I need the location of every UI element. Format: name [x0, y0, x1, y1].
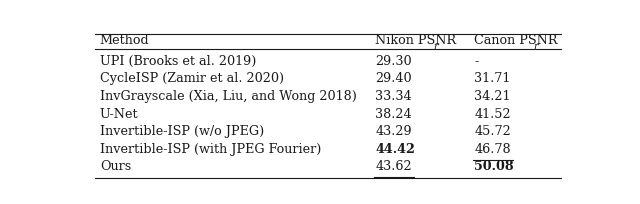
Text: Invertible-ISP (w/o JPEG): Invertible-ISP (w/o JPEG): [100, 125, 264, 138]
Text: -: -: [474, 55, 479, 68]
Text: r: r: [533, 42, 538, 51]
Text: 29.30: 29.30: [375, 55, 412, 68]
Text: Invertible-ISP (with JPEG Fourier): Invertible-ISP (with JPEG Fourier): [100, 143, 321, 156]
Text: U-Net: U-Net: [100, 108, 138, 121]
Text: 34.21: 34.21: [474, 90, 511, 103]
Text: 44.42: 44.42: [375, 143, 415, 156]
Text: CycleISP (Zamir et al. 2020): CycleISP (Zamir et al. 2020): [100, 72, 284, 85]
Text: 38.24: 38.24: [375, 108, 412, 121]
Text: Canon PSNR: Canon PSNR: [474, 34, 558, 48]
Text: 33.34: 33.34: [375, 90, 412, 103]
Text: Nikon PSNR: Nikon PSNR: [375, 34, 456, 48]
Text: 46.78: 46.78: [474, 143, 511, 156]
Text: 50.08: 50.08: [474, 161, 514, 173]
Text: 43.29: 43.29: [375, 125, 412, 138]
Text: 45.72: 45.72: [474, 125, 511, 138]
Text: 43.62: 43.62: [375, 161, 412, 173]
Text: 29.40: 29.40: [375, 72, 412, 85]
Text: r: r: [434, 42, 438, 51]
Text: InvGrayscale (Xia, Liu, and Wong 2018): InvGrayscale (Xia, Liu, and Wong 2018): [100, 90, 356, 103]
Text: 31.71: 31.71: [474, 72, 511, 85]
Text: Method: Method: [100, 34, 150, 48]
Text: UPI (Brooks et al. 2019): UPI (Brooks et al. 2019): [100, 55, 256, 68]
Text: 41.52: 41.52: [474, 108, 511, 121]
Text: Ours: Ours: [100, 161, 131, 173]
